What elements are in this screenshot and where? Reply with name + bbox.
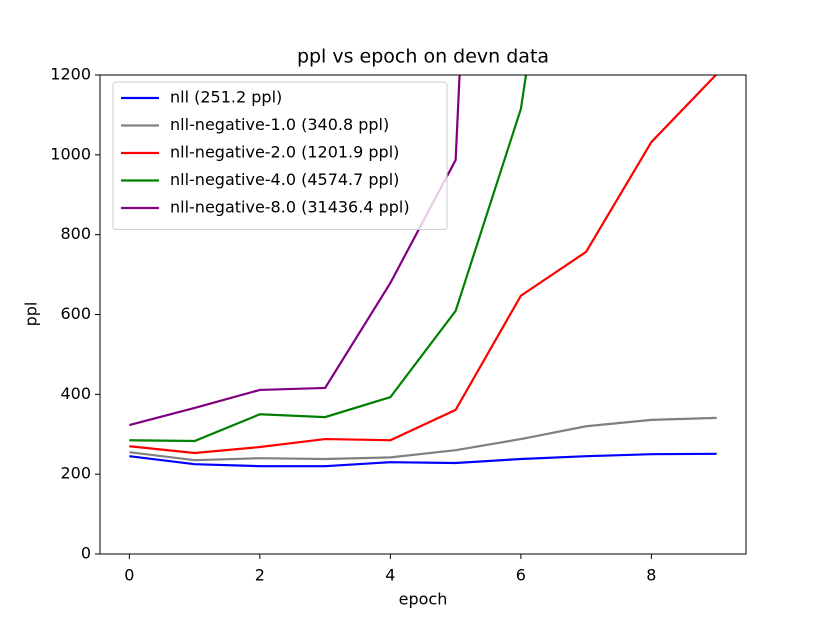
series-line: [129, 416, 717, 462]
x-axis-label: epoch: [399, 590, 448, 609]
legend-label: nll-negative-1.0 (340.8 ppl): [170, 115, 389, 134]
legend-label: nll-negative-2.0 (1201.9 ppl): [170, 143, 399, 162]
x-tick-label: 6: [516, 566, 526, 585]
plot-lines: [129, 75, 718, 468]
x-tick-label: 0: [124, 566, 134, 585]
legend-label: nll (251.2 ppl): [170, 88, 282, 107]
y-tick-label: 200: [60, 464, 91, 483]
legend-label: nll-negative-8.0 (31436.4 ppl): [170, 198, 410, 217]
y-tick-label: 400: [60, 384, 91, 403]
series-line: [129, 75, 718, 455]
chart-title: ppl vs epoch on devn data: [297, 46, 549, 68]
y-tick-label: 1200: [50, 65, 91, 84]
x-tick-label: 2: [255, 566, 265, 585]
y-tick-label: 800: [60, 224, 91, 243]
y-axis-label: ppl: [22, 302, 41, 327]
legend-label: nll-negative-4.0 (4574.7 ppl): [170, 170, 399, 189]
x-tick-label: 8: [646, 566, 656, 585]
series-line: [129, 452, 717, 468]
series-line: [129, 75, 528, 443]
legend-box: [112, 81, 448, 230]
plot-frame: [99, 74, 747, 555]
y-tick-label: 0: [81, 544, 91, 563]
y-tick-label: 600: [60, 304, 91, 323]
x-tick-label: 4: [385, 566, 395, 585]
y-tick-label: 1000: [50, 144, 91, 163]
